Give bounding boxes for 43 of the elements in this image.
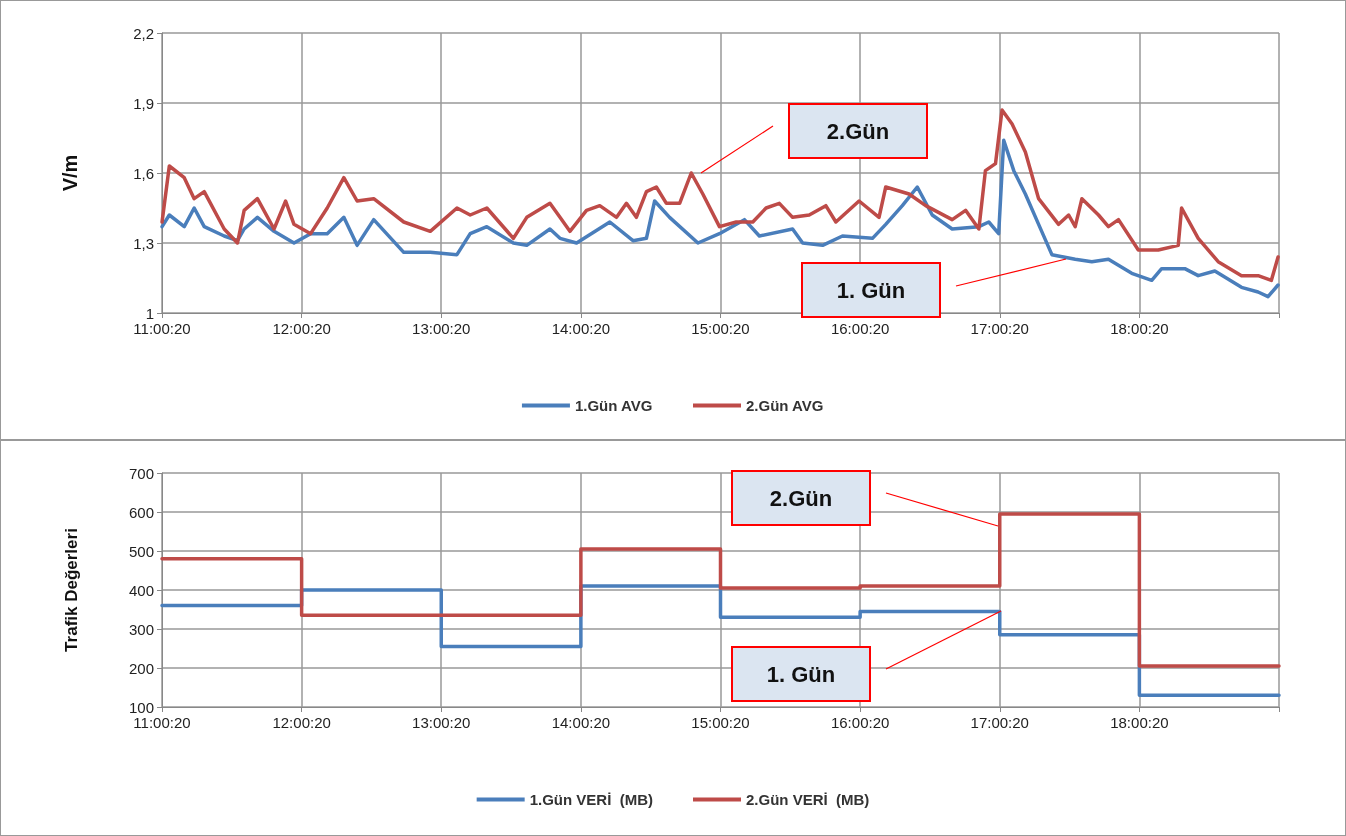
x-tick-label: 12:00:20 xyxy=(272,320,331,337)
x-tick-label: 11:00:20 xyxy=(133,320,191,337)
y-tick-label: 700 xyxy=(128,464,154,482)
legend-label: 1.Gün AVG xyxy=(574,397,653,414)
x-tick-label: 14:00:20 xyxy=(551,320,611,337)
line-series xyxy=(160,108,1280,283)
y-axis-title: V/m xyxy=(59,154,81,192)
callout-box: 1. Gün xyxy=(731,610,1002,702)
x-tick-label: 15:00:20 xyxy=(691,714,750,731)
annotation: 1. Gün xyxy=(836,277,906,303)
x-tick-label: 14:00:20 xyxy=(551,714,611,731)
y-tick-label: 1,3 xyxy=(133,234,154,252)
y-tick-label: 1,6 xyxy=(133,164,154,182)
y-tick-label: 200 xyxy=(128,659,154,677)
x-tick-label: 12:00:20 xyxy=(272,714,331,731)
x-tick-label: 11:00:20 xyxy=(133,714,191,731)
x-tick-label: 17:00:20 xyxy=(970,320,1029,337)
x-tick-label: 16:00:20 xyxy=(830,714,890,731)
legend-label: 2.Gün VERİ (MB) xyxy=(746,791,870,808)
y-tick-label: 2,2 xyxy=(133,24,154,42)
x-tick-label: 13:00:20 xyxy=(412,714,471,731)
y-tick-label: 300 xyxy=(128,620,154,638)
annotation: 2.Gün xyxy=(826,118,890,144)
x-tick-label: 16:00:20 xyxy=(830,320,890,337)
y-axis-title: Trafik Değerleri xyxy=(62,528,81,652)
x-tick-label: 18:00:20 xyxy=(1110,320,1169,337)
x-tick-label: 17:00:20 xyxy=(970,714,1029,731)
annotation: 2.Gün xyxy=(769,485,833,511)
line-series xyxy=(160,138,1280,299)
y-tick-label: 1,9 xyxy=(133,94,154,112)
legend-label: 1.Gün VERİ (MB) xyxy=(529,791,654,808)
legend-label: 2.Gün AVG xyxy=(746,397,824,414)
annotation: 1. Gün xyxy=(766,661,836,687)
x-tick-label: 18:00:20 xyxy=(1110,714,1169,731)
x-tick-label: 15:00:20 xyxy=(691,320,750,337)
callout-box: 2.Gün xyxy=(700,103,928,174)
y-tick-label: 400 xyxy=(128,581,154,599)
y-tick-label: 500 xyxy=(128,542,154,560)
x-tick-label: 13:00:20 xyxy=(412,320,471,337)
y-tick-label: 600 xyxy=(128,503,154,521)
callout-box: 1. Gün xyxy=(801,258,1067,318)
y-tick-label: 100 xyxy=(128,698,154,716)
y-tick-label: 1 xyxy=(145,304,154,322)
